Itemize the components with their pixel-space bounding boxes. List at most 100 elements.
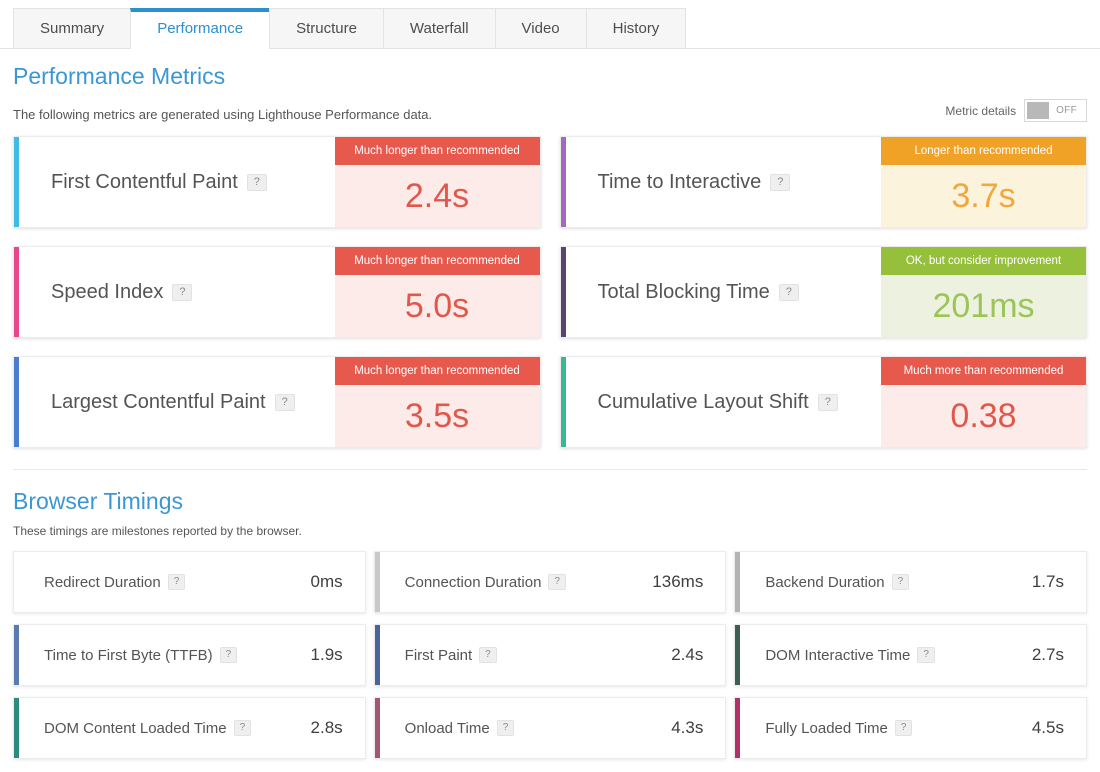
- timing-value: 2.8s: [310, 718, 343, 737]
- timing-label: Backend Duration: [765, 573, 885, 591]
- help-icon[interactable]: ?: [817, 393, 838, 411]
- help-icon[interactable]: ?: [778, 283, 799, 301]
- timing-label: DOM Interactive Time: [765, 646, 911, 664]
- timing-card-dom-content-loaded-time: DOM Content Loaded Time ? 2.8s: [13, 697, 366, 759]
- metric-label: Total Blocking Time: [597, 280, 770, 303]
- browser-timings-subtitle: These timings are milestones reported by…: [13, 524, 302, 538]
- timing-accent-bar: [735, 698, 741, 758]
- timing-accent-bar: [735, 552, 741, 612]
- performance-metrics-subheader: The following metrics are generated usin…: [13, 99, 1087, 122]
- timing-value: 1.7s: [1031, 572, 1064, 591]
- timing-accent-bar: [374, 625, 380, 685]
- metric-card-time-to-interactive: Time to Interactive ? Longer than recomm…: [559, 136, 1087, 228]
- timing-accent-bar: [374, 552, 380, 612]
- metric-value: 0.38: [950, 396, 1017, 435]
- metric-label: Largest Contentful Paint: [51, 390, 266, 413]
- section-divider: [13, 469, 1087, 470]
- help-icon[interactable]: ?: [770, 173, 791, 191]
- help-icon[interactable]: ?: [219, 647, 238, 663]
- metric-accent-bar: [14, 357, 19, 447]
- metric-details-label: Metric details: [945, 103, 1017, 118]
- help-icon[interactable]: ?: [233, 720, 252, 736]
- timing-value: 0ms: [310, 572, 343, 591]
- tab-summary[interactable]: Summary: [13, 8, 132, 48]
- performance-metrics-subtitle: The following metrics are generated usin…: [13, 107, 433, 122]
- metric-card-cumulative-layout-shift: Cumulative Layout Shift ? Much more than…: [559, 356, 1087, 448]
- timing-card-connection-duration: Connection Duration ? 136ms: [373, 551, 727, 613]
- tab-history[interactable]: History: [585, 8, 687, 48]
- help-icon[interactable]: ?: [246, 173, 267, 191]
- timing-label: Redirect Duration: [44, 573, 161, 591]
- toggle-state-label: OFF: [1056, 105, 1077, 116]
- metric-value: 201ms: [932, 286, 1035, 325]
- metric-accent-bar: [560, 137, 566, 227]
- metric-label: Cumulative Layout Shift: [597, 390, 809, 413]
- tab-structure[interactable]: Structure: [269, 8, 384, 48]
- timing-value: 2.4s: [671, 645, 704, 664]
- metric-value-panel: Much longer than recommended 5.0s: [334, 247, 540, 337]
- metric-card-total-blocking-time: Total Blocking Time ? OK, but consider i…: [559, 246, 1087, 338]
- help-icon[interactable]: ?: [274, 393, 295, 411]
- timing-card-backend-duration: Backend Duration ? 1.7s: [734, 551, 1087, 613]
- help-icon[interactable]: ?: [891, 574, 910, 590]
- timing-value: 136ms: [652, 572, 704, 591]
- timing-card-redirect-duration: Redirect Duration ? 0ms: [13, 551, 366, 613]
- timing-value: 4.3s: [671, 718, 704, 737]
- timing-card-fully-loaded-time: Fully Loaded Time ? 4.5s: [734, 697, 1087, 759]
- metric-status-badge: OK, but consider improvement: [881, 247, 1086, 275]
- metric-value-panel: OK, but consider improvement 201ms: [881, 247, 1086, 337]
- metric-status-badge: Much longer than recommended: [334, 247, 540, 275]
- timing-value: 1.9s: [310, 645, 343, 664]
- report-tab-bar: Summary Performance Structure Waterfall …: [0, 0, 1100, 49]
- metric-accent-bar: [14, 137, 19, 227]
- metric-value-panel: Much longer than recommended 3.5s: [334, 357, 540, 447]
- metric-label-wrap: Cumulative Layout Shift ?: [561, 357, 882, 447]
- metric-label-wrap: Time to Interactive ?: [561, 137, 882, 227]
- timing-label: DOM Content Loaded Time: [44, 719, 227, 737]
- timing-label: Fully Loaded Time: [765, 719, 888, 737]
- help-icon[interactable]: ?: [894, 720, 913, 736]
- timing-accent-bar: [14, 698, 19, 758]
- tab-waterfall[interactable]: Waterfall: [382, 8, 496, 48]
- metric-label: First Contentful Paint: [51, 170, 238, 193]
- metrics-grid: First Contentful Paint ? Much longer tha…: [13, 136, 1087, 448]
- timing-accent-bar: [14, 625, 19, 685]
- tab-performance[interactable]: Performance: [130, 8, 271, 49]
- timing-label: First Paint: [404, 646, 473, 664]
- metric-card-largest-contentful-paint: Largest Contentful Paint ? Much longer t…: [13, 356, 541, 448]
- help-icon[interactable]: ?: [548, 574, 566, 590]
- metric-value: 2.4s: [404, 176, 470, 215]
- metric-accent-bar: [560, 247, 566, 337]
- timing-card-onload-time: Onload Time ? 4.3s: [373, 697, 727, 759]
- timing-card-dom-interactive-time: DOM Interactive Time ? 2.7s: [734, 624, 1087, 686]
- timings-grid: Redirect Duration ? 0ms Connection Durat…: [13, 551, 1087, 759]
- metric-details-control: Metric details OFF: [945, 99, 1087, 122]
- browser-timings-title: Browser Timings: [13, 488, 183, 514]
- metric-label-wrap: Largest Contentful Paint ?: [14, 357, 335, 447]
- timing-accent-bar: [374, 698, 380, 758]
- timing-accent-bar: [735, 625, 741, 685]
- help-icon[interactable]: ?: [167, 574, 186, 590]
- metric-label: Speed Index: [51, 280, 164, 303]
- metric-status-badge: Much more than recommended: [881, 357, 1086, 385]
- metric-status-badge: Longer than recommended: [881, 137, 1086, 165]
- metric-value: 3.5s: [404, 396, 470, 435]
- metric-status-badge: Much longer than recommended: [334, 137, 540, 165]
- metric-label-wrap: Speed Index ?: [14, 247, 335, 337]
- help-icon[interactable]: ?: [496, 720, 515, 736]
- help-icon[interactable]: ?: [917, 647, 935, 663]
- timing-label: Time to First Byte (TTFB): [44, 646, 213, 664]
- metric-details-toggle[interactable]: OFF: [1024, 99, 1087, 122]
- metric-status-badge: Much longer than recommended: [334, 357, 540, 385]
- timing-card-ttfb: Time to First Byte (TTFB) ? 1.9s: [13, 624, 366, 686]
- help-icon[interactable]: ?: [172, 283, 193, 301]
- toggle-knob-icon: [1027, 102, 1050, 119]
- metric-accent-bar: [14, 247, 19, 337]
- tab-video[interactable]: Video: [494, 8, 587, 48]
- metric-value: 5.0s: [404, 286, 470, 325]
- timing-label: Onload Time: [404, 719, 490, 737]
- metric-value-panel: Longer than recommended 3.7s: [881, 137, 1086, 227]
- help-icon[interactable]: ?: [479, 647, 497, 663]
- timing-label: Connection Duration: [404, 573, 542, 591]
- timing-accent-bar: [14, 552, 19, 612]
